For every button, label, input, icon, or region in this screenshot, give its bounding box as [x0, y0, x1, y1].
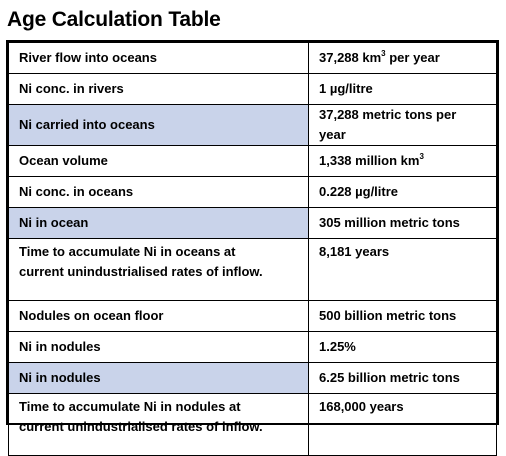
row-label: Ocean volume: [8, 145, 309, 177]
row-value: 37,288 km3 per year: [308, 42, 497, 74]
table-row: Ni in nodules 1.25%: [8, 331, 497, 363]
row-label: Ni in ocean: [8, 207, 309, 239]
page-title: Age Calculation Table: [7, 8, 221, 31]
row-value: 1 µg/litre: [308, 73, 497, 105]
table-row: Ocean volume 1,338 million km3: [8, 145, 497, 177]
row-label-line: Time to accumulate Ni in nodules at: [19, 399, 241, 414]
table-row: Nodules on ocean floor 500 billion metri…: [8, 300, 497, 332]
row-value: 0.228 µg/litre: [308, 176, 497, 208]
row-label: River flow into oceans: [8, 42, 309, 74]
row-label: Time to accumulate Ni in nodules at curre…: [8, 393, 309, 456]
table-row: Time to accumulate Ni in nodules at curre…: [8, 393, 497, 456]
value-superscript: 3: [381, 49, 386, 58]
row-label: Ni in nodules: [8, 362, 309, 394]
row-label: Ni conc. in oceans: [8, 176, 309, 208]
row-label: Ni in nodules: [8, 331, 309, 363]
table-row-highlighted: Ni carried into oceans 37,288 metric ton…: [8, 104, 497, 146]
row-label: Ni carried into oceans: [8, 104, 309, 146]
row-value: 500 billion metric tons: [308, 300, 497, 332]
row-value: 37,288 metric tons per year: [308, 104, 497, 146]
table-row: Ni conc. in rivers 1 µg/litre: [8, 73, 497, 105]
table-row: Time to accumulate Ni in oceans at curren…: [8, 238, 497, 301]
row-label-line: Time to accumulate Ni in oceans at: [19, 244, 236, 259]
value-superscript: 3: [419, 152, 424, 161]
age-calculation-table: River flow into oceans 37,288 km3 per ye…: [6, 40, 499, 456]
table-row-highlighted: Ni in ocean 305 million metric tons: [8, 207, 497, 239]
row-label-line: current unindustrialised rates of inflow…: [19, 419, 263, 434]
row-value: 168,000 years: [308, 393, 497, 456]
value-text: 37,288 km: [319, 50, 382, 65]
table-row-highlighted: Ni in nodules 6.25 billion metric tons: [8, 362, 497, 394]
row-label: Time to accumulate Ni in oceans at curren…: [8, 238, 309, 301]
row-value: 6.25 billion metric tons: [308, 362, 497, 394]
row-label-line: current unindustrialised rates of inflow…: [19, 264, 263, 279]
row-value: 305 million metric tons: [308, 207, 497, 239]
table-row: River flow into oceans 37,288 km3 per ye…: [8, 42, 497, 74]
value-suffix: per year: [385, 50, 440, 65]
row-value: 1.25%: [308, 331, 497, 363]
row-value: 8,181 years: [308, 238, 497, 301]
row-value: 1,338 million km3: [308, 145, 497, 177]
row-label: Ni conc. in rivers: [8, 73, 309, 105]
row-label: Nodules on ocean floor: [8, 300, 309, 332]
value-text: 1,338 million km: [319, 153, 420, 168]
table-row: Ni conc. in oceans 0.228 µg/litre: [8, 176, 497, 208]
